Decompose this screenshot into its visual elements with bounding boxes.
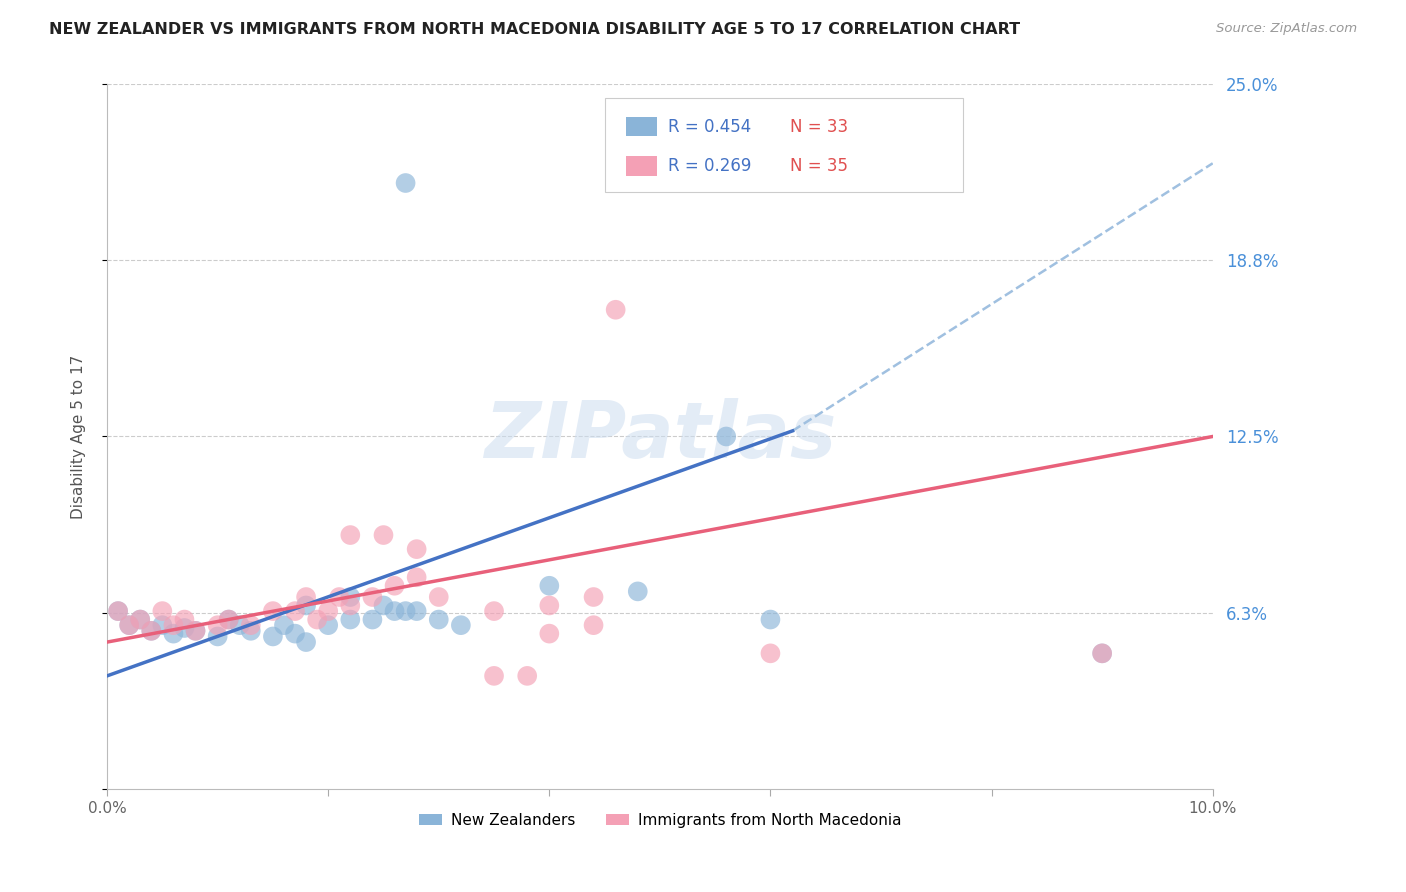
Point bbox=[394, 176, 416, 190]
Point bbox=[361, 590, 384, 604]
Point bbox=[218, 613, 240, 627]
Point bbox=[339, 590, 361, 604]
Point bbox=[262, 630, 284, 644]
Point bbox=[384, 604, 406, 618]
Text: R = 0.454: R = 0.454 bbox=[668, 118, 751, 136]
Point bbox=[538, 599, 561, 613]
Point bbox=[582, 618, 605, 632]
Point bbox=[405, 604, 427, 618]
Point bbox=[141, 624, 163, 638]
Point bbox=[129, 613, 152, 627]
Point bbox=[118, 618, 141, 632]
Text: Source: ZipAtlas.com: Source: ZipAtlas.com bbox=[1216, 22, 1357, 36]
Point bbox=[207, 618, 229, 632]
Text: NEW ZEALANDER VS IMMIGRANTS FROM NORTH MACEDONIA DISABILITY AGE 5 TO 17 CORRELAT: NEW ZEALANDER VS IMMIGRANTS FROM NORTH M… bbox=[49, 22, 1021, 37]
Point bbox=[295, 599, 318, 613]
Point bbox=[284, 604, 307, 618]
Point bbox=[427, 613, 450, 627]
Point bbox=[316, 604, 339, 618]
Point bbox=[605, 302, 627, 317]
Point bbox=[295, 635, 318, 649]
Point bbox=[162, 626, 184, 640]
Point bbox=[339, 599, 361, 613]
Point bbox=[262, 604, 284, 618]
Point bbox=[328, 590, 350, 604]
Point bbox=[141, 624, 163, 638]
Point bbox=[284, 626, 307, 640]
Point bbox=[516, 669, 538, 683]
Point bbox=[582, 590, 605, 604]
Point bbox=[239, 624, 262, 638]
Y-axis label: Disability Age 5 to 17: Disability Age 5 to 17 bbox=[72, 354, 86, 518]
Text: N = 35: N = 35 bbox=[790, 157, 848, 175]
Point bbox=[627, 584, 650, 599]
Point bbox=[482, 669, 505, 683]
Point bbox=[427, 590, 450, 604]
Point bbox=[405, 542, 427, 557]
Point bbox=[759, 613, 782, 627]
Point bbox=[273, 618, 295, 632]
Point bbox=[482, 604, 505, 618]
Point bbox=[150, 604, 173, 618]
Point bbox=[450, 618, 472, 632]
Point bbox=[150, 618, 173, 632]
Point bbox=[129, 613, 152, 627]
Point bbox=[759, 646, 782, 660]
Point bbox=[373, 599, 395, 613]
Point bbox=[1091, 646, 1114, 660]
Point bbox=[405, 570, 427, 584]
Point bbox=[107, 604, 129, 618]
Point bbox=[538, 579, 561, 593]
Point bbox=[173, 621, 195, 635]
Point bbox=[162, 618, 184, 632]
Text: R = 0.269: R = 0.269 bbox=[668, 157, 751, 175]
Point bbox=[316, 618, 339, 632]
Point bbox=[384, 579, 406, 593]
Point bbox=[394, 604, 416, 618]
Point bbox=[218, 613, 240, 627]
Point bbox=[373, 528, 395, 542]
Point bbox=[295, 590, 318, 604]
Point bbox=[118, 618, 141, 632]
Point bbox=[361, 613, 384, 627]
Point bbox=[538, 626, 561, 640]
Text: ZIPatlas: ZIPatlas bbox=[484, 399, 837, 475]
Legend: New Zealanders, Immigrants from North Macedonia: New Zealanders, Immigrants from North Ma… bbox=[412, 806, 907, 834]
Point bbox=[239, 618, 262, 632]
Point bbox=[339, 528, 361, 542]
Point bbox=[307, 613, 329, 627]
Point bbox=[1091, 646, 1114, 660]
Point bbox=[207, 630, 229, 644]
Point bbox=[173, 613, 195, 627]
Point bbox=[107, 604, 129, 618]
Point bbox=[229, 618, 252, 632]
Point bbox=[184, 624, 207, 638]
Point bbox=[339, 613, 361, 627]
Point bbox=[716, 429, 738, 443]
Point bbox=[184, 624, 207, 638]
Text: N = 33: N = 33 bbox=[790, 118, 848, 136]
